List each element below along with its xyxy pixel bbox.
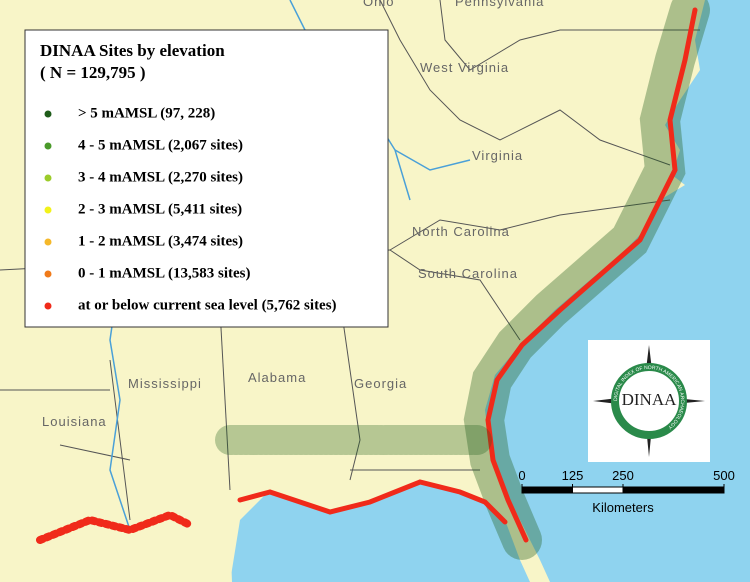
state-label: Mississippi: [128, 376, 202, 391]
scale-segment: [622, 486, 725, 494]
logo-name: DINAA: [622, 390, 677, 409]
legend-label: 1 - 2 mAMSL (3,474 sites): [78, 233, 243, 249]
scale-tick-label: 500: [713, 468, 735, 483]
state-label: North Carolina: [412, 224, 510, 239]
state-label: South Carolina: [418, 266, 518, 281]
scale-tick-label: 0: [518, 468, 525, 483]
logo-ring: [611, 363, 687, 439]
legend-subtitle: ( N = 129,795 ): [40, 63, 146, 82]
legend-swatch: [44, 142, 52, 150]
legend-swatch: [44, 302, 52, 310]
legend-label: 4 - 5 mAMSL (2,067 sites): [78, 137, 243, 153]
logo: DINAA DIGITAL INDEX OF NORTH AMERICAN AR…: [588, 340, 710, 462]
state-label: Louisiana: [42, 414, 107, 429]
scale-tick-label: 250: [612, 468, 634, 483]
site-coast: [36, 0, 710, 560]
legend-label: 3 - 4 mAMSL (2,270 sites): [78, 169, 243, 185]
state-label: Ohio: [363, 0, 394, 9]
scale-segment: [521, 486, 573, 494]
legend-swatch: [44, 270, 52, 278]
state-label: Pennsylvania: [455, 0, 544, 9]
legend-label: 2 - 3 mAMSL (5,411 sites): [78, 201, 242, 217]
legend-swatch: [44, 238, 52, 246]
legend-label: 0 - 1 mAMSL (13,583 sites): [78, 265, 251, 281]
legend-swatch: [44, 110, 52, 118]
scale-unit: Kilometers: [592, 500, 654, 515]
legend-box: [24, 29, 389, 328]
legend: DINAA Sites by elevation ( N = 129,795 )…: [24, 29, 389, 328]
legend-swatch: [44, 206, 52, 214]
legend-swatch: [44, 174, 52, 182]
legend-label: at or below current sea level (5,762 sit…: [78, 297, 337, 313]
legend-title: DINAA Sites by elevation: [40, 41, 225, 60]
scale-segment: [572, 486, 624, 494]
scale-tick-label: 125: [562, 468, 584, 483]
state-label: Georgia: [354, 376, 407, 391]
legend-label: > 5 mAMSL (97, 228): [78, 105, 215, 121]
state-borders: [0, 0, 700, 521]
louisiana-coast: [0, 520, 232, 582]
state-label: Virginia: [472, 148, 523, 163]
scale-bar: 0 125 250 500 Kilometers: [518, 468, 734, 515]
state-label: West Virginia: [420, 60, 509, 75]
state-labels: Ohio Pennsylvania West Virginia Virginia…: [42, 0, 544, 429]
state-label: Alabama: [248, 370, 306, 385]
